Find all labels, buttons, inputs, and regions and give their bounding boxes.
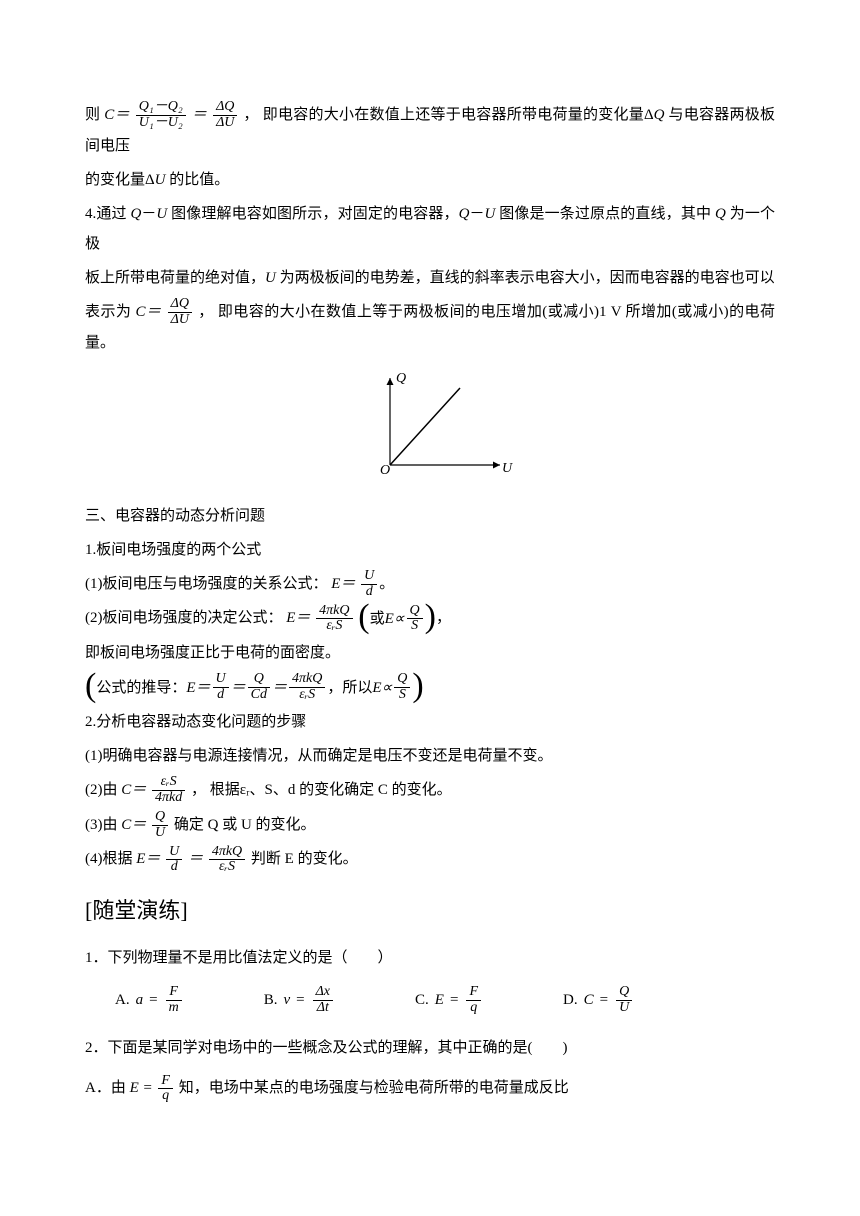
sec3-s1: 1.板间电场强度的两个公式 [85,535,775,565]
q1-options: A. a= F m B. v= Δx Δt C. E= F q D. C= Q … [115,985,775,1015]
sec3-title: 三、电容器的动态分析问题 [85,501,775,531]
frac-q1q2: Q₁－Q₂ U₁－U₂ [136,100,186,130]
derivation: ( 公式的推导： E＝ U d ＝ Q Cd ＝ 4πkQ εᵣS ， 所以 E… [85,672,775,703]
eq: ＝ [192,107,207,123]
practice-heading: [随堂演练] [85,889,775,933]
p4-line3: 表示为 C＝ ΔQ ΔU ， 即电容的大小在数值上等于两极板间的电压增加(或减小… [85,297,775,358]
option-b: B. v= Δx Δt [264,985,335,1015]
option-c: C. E= F q [415,985,483,1015]
intro-line2: 的变化量ΔU 的比值。 [85,165,775,195]
sec3-s1-1: (1)板间电压与电场强度的关系公式： E＝ U d 。 [85,569,775,600]
comma: ， [243,107,258,123]
tail: 即电容的大小在数值上还等于电容器所带电荷量的变化量Δ [263,107,654,123]
text: 则 [85,107,104,123]
sec3-s2-3: (3)由 C＝ Q U 确定 Q 或 U 的变化。 [85,810,775,841]
sec3-s2-4: (4)根据 E＝ U d ＝ 4πkQ εᵣS 判断 E 的变化。 [85,844,775,875]
p4-line2: 板上所带电荷量的绝对值，U 为两极板间的电势差，直线的斜率表示电容大小，因而电容… [85,263,775,293]
qu-chart: O Q U [85,370,775,491]
sec3-s1-2b: 即板间电场强度正比于电荷的面密度。 [85,638,775,668]
origin-label: O [380,463,390,478]
question-2: 2．下面是某同学对电场中的一些概念及公式的理解，其中正确的是( ) [85,1033,775,1063]
c-eq: C＝ [104,107,130,123]
option-d: D. C= Q U [563,985,634,1015]
sec3-s2: 2.分析电容器动态变化问题的步骤 [85,707,775,737]
x-label: U [502,461,513,476]
question-1: 1．下列物理量不是用比值法定义的是（ ） [85,943,775,973]
p4-line1: 4.通过 Q－U 图像理解电容如图所示，对固定的电容器，Q－U 图像是一条过原点… [85,199,775,259]
sec3-s2-2: (2)由 C＝ εᵣS 4πkd ， 根据εᵣ、S、d 的变化确定 C 的变化。 [85,775,775,806]
intro-line1: 则 C＝ Q₁－Q₂ U₁－U₂ ＝ ΔQ ΔU ， 即电容的大小在数值上还等于… [85,100,775,161]
sec3-s1-2: (2)板间电场强度的决定公式： E＝ 4πkQ εᵣS ( 或 E∝ Q S )… [85,603,775,634]
sec3-s2-1: (1)明确电容器与电源连接情况，从而确定是电压不变还是电荷量不变。 [85,741,775,771]
option-a: A. a= F m [115,985,184,1015]
q2-option-a: A．由 E = F q 知，电场中某点的电场强度与检验电荷所带的电荷量成反比 [85,1073,775,1104]
frac-dqdu2: ΔQ ΔU [168,297,192,327]
bracket-or: ( 或 E∝ Q S ) [358,604,436,634]
y-label: Q [396,371,406,386]
frac-dqdu: ΔQ ΔU [213,100,237,130]
